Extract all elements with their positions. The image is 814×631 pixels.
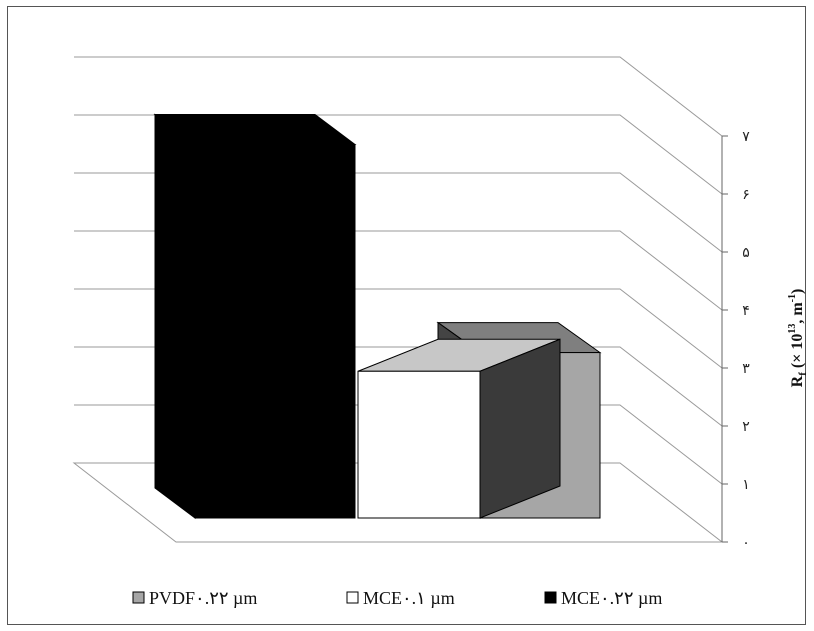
- legend-swatch-1: [346, 591, 359, 604]
- y-tick-labels: ۰ ۱ ۲ ۳ ۴ ۵ ۶ ۷: [742, 129, 750, 551]
- y-tick-label-4: ۴: [742, 303, 750, 319]
- legend-item-0: PVDF۰.۲۲ µm: [132, 588, 257, 608]
- legend-label-0: PVDF۰.۲۲ µm: [149, 588, 257, 608]
- y-tick-label-5: ۵: [742, 245, 750, 261]
- y-tick-label-1: ۱: [742, 477, 750, 493]
- gridline-7: [74, 56, 723, 137]
- bar-side-0: [154, 113, 196, 519]
- legend-label-2: MCE۰.۲۲ µm: [561, 588, 662, 608]
- bar-front-1: [357, 370, 481, 519]
- y-tick-label-2: ۲: [742, 419, 750, 435]
- y-tick-label-7: ۷: [742, 129, 750, 145]
- bar-0: [153, 113, 357, 519]
- legend-label-1: MCE۰.۱ µm: [363, 588, 455, 608]
- bars: [153, 113, 602, 519]
- bar-front-0: [194, 143, 356, 519]
- y-tick-label-0: ۰: [742, 535, 750, 551]
- y-tick-label-3: ۳: [742, 361, 750, 377]
- chart-frame: [7, 6, 806, 625]
- legend: PVDF۰.۲۲ µm MCE۰.۱ µm MCE۰.۲۲ µm: [132, 588, 662, 608]
- y-axis: [721, 135, 728, 543]
- bar-1: [357, 338, 561, 519]
- legend-swatch-0: [132, 591, 145, 604]
- y-axis-label: Rf (× 1013, m-1): [787, 289, 809, 388]
- legend-item-2: MCE۰.۲۲ µm: [544, 588, 662, 608]
- legend-swatch-2: [544, 591, 557, 604]
- bar-side-1: [479, 338, 561, 519]
- legend-item-1: MCE۰.۱ µm: [346, 588, 455, 608]
- y-tick-label-6: ۶: [742, 187, 750, 203]
